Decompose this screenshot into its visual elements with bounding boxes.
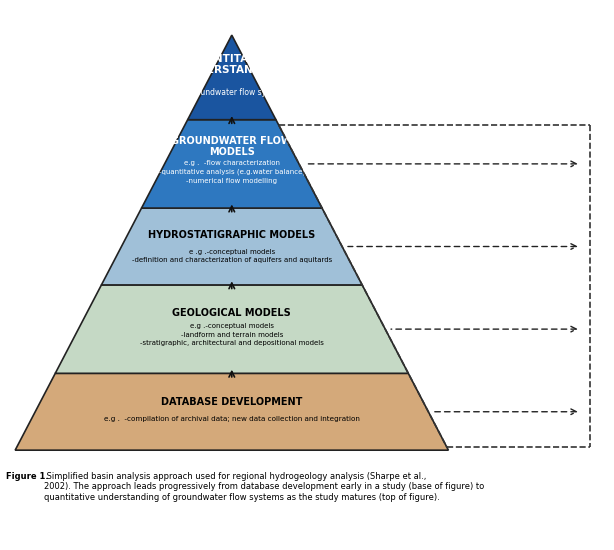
Text: of groundwater flow system: of groundwater flow system (178, 88, 286, 97)
Polygon shape (101, 208, 362, 285)
Text: e.g .  -flow characterization
-quantitative analysis (e.g.water balance)
-numeri: e.g . -flow characterization -quantitati… (159, 160, 305, 184)
Text: GEOLOGICAL MODELS: GEOLOGICAL MODELS (173, 308, 291, 318)
Polygon shape (55, 285, 408, 373)
Text: GROUNDWATER FLOW
MODELS: GROUNDWATER FLOW MODELS (171, 136, 292, 157)
Text: DATABASE DEVELOPMENT: DATABASE DEVELOPMENT (161, 397, 303, 407)
Text: HYDROSTATIGRAPHIC MODELS: HYDROSTATIGRAPHIC MODELS (148, 230, 316, 240)
Polygon shape (15, 373, 448, 450)
Polygon shape (188, 35, 276, 120)
Text: e.g .  -compilation of archival data; new data collection and integration: e.g . -compilation of archival data; new… (104, 416, 360, 422)
Text: Simplified basin analysis approach used for regional hydrogeology analysis (Shar: Simplified basin analysis approach used … (44, 472, 484, 502)
Text: Figure 1.: Figure 1. (6, 472, 49, 481)
Text: e .g .-conceptual models
-definition and characterization of aquifers and aquita: e .g .-conceptual models -definition and… (131, 249, 332, 263)
Text: QUANTITATIVE
UNDERSTANDING: QUANTITATIVE UNDERSTANDING (181, 53, 282, 75)
Polygon shape (141, 120, 322, 208)
Text: e.g .-conceptual models
-landform and terrain models
-stratigraphic, architectur: e.g .-conceptual models -landform and te… (140, 323, 324, 346)
